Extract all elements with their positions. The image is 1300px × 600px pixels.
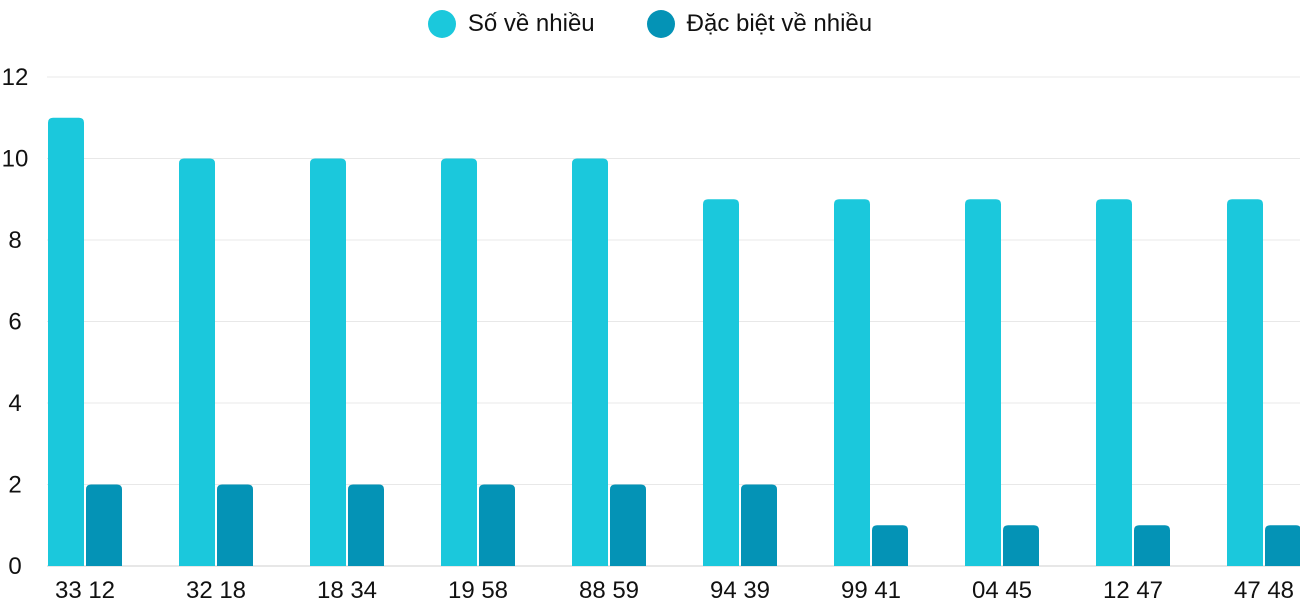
legend-item-series-0[interactable]: Số về nhiều [427, 10, 595, 38]
bar-series-1 [348, 484, 384, 566]
bar-series-0 [179, 158, 215, 566]
x-tick-label: 94 39 [710, 577, 770, 600]
x-tick-label: 12 47 [1103, 577, 1163, 600]
x-tick-label: 19 58 [448, 577, 508, 600]
bar-series-0 [965, 199, 1001, 566]
legend-label: Số về nhiều [467, 10, 595, 37]
y-tick-label: 8 [8, 227, 21, 254]
bar-series-0 [572, 158, 608, 566]
y-tick-label: 0 [8, 553, 21, 580]
legend-item-series-1[interactable]: Đặc biệt về nhiều [646, 10, 873, 38]
legend-swatch [427, 10, 456, 38]
bar-series-1 [217, 484, 253, 566]
bar-series-1 [1134, 525, 1170, 566]
y-tick-label: 12 [2, 64, 29, 91]
legend: Số về nhiều Đặc biệt về nhiều [0, 10, 1300, 38]
x-tick-label: 33 12 [55, 577, 115, 600]
bar-series-1 [479, 484, 515, 566]
bar-series-0 [310, 158, 346, 566]
x-tick-label: 04 45 [972, 577, 1032, 600]
bar-series-1 [1003, 525, 1039, 566]
x-tick-label: 18 34 [317, 577, 377, 600]
bar-series-0 [1227, 199, 1263, 566]
legend-label: Đặc biệt về nhiều [686, 10, 873, 37]
x-tick-label: 47 48 [1234, 577, 1294, 600]
bar-series-1 [872, 525, 908, 566]
bar-series-0 [1096, 199, 1132, 566]
x-tick-label: 99 41 [841, 577, 901, 600]
bar-series-0 [703, 199, 739, 566]
x-tick-label: 88 59 [579, 577, 639, 600]
bar-series-1 [741, 484, 777, 566]
bar-series-1 [610, 484, 646, 566]
y-tick-label: 2 [8, 472, 21, 499]
bar-series-1 [1265, 525, 1300, 566]
x-tick-label: 32 18 [186, 577, 246, 600]
bar-series-0 [441, 158, 477, 566]
bar-series-1 [86, 484, 122, 566]
y-tick-label: 10 [2, 146, 29, 173]
y-tick-label: 4 [8, 390, 21, 417]
y-tick-label: 6 [8, 309, 21, 336]
bar-series-0 [48, 117, 84, 566]
bar-series-0 [834, 199, 870, 566]
legend-swatch [646, 10, 675, 38]
